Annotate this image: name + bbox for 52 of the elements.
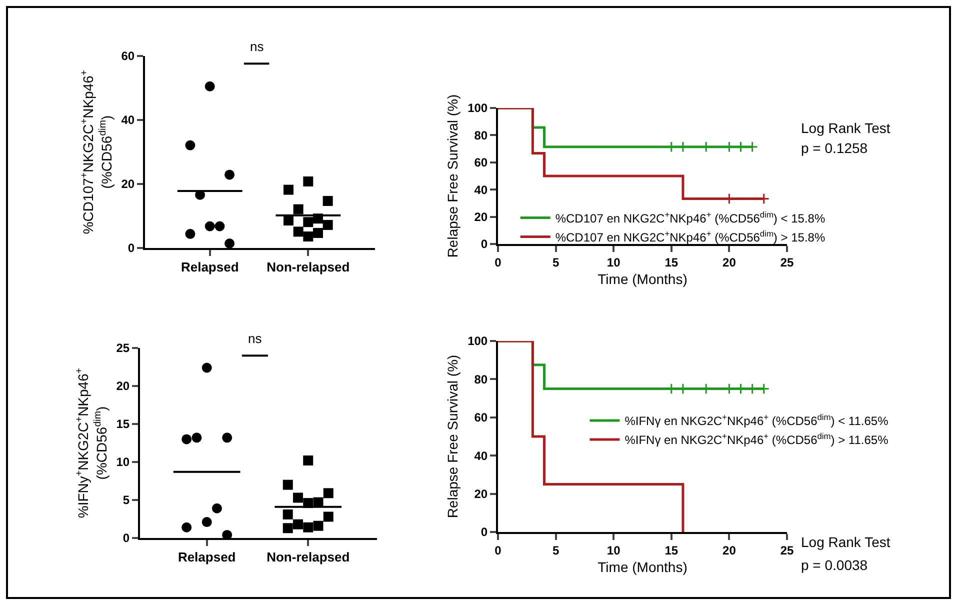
legend-label: %CD107 en NKG2C$^{+}$NKp46$^{+}$ (%CD56$^{dim}$) > 15.8% (555, 228, 826, 244)
y-tick-label: 25 (116, 341, 130, 356)
text: p = 0.1258 (801, 140, 868, 156)
y-tick-label: 10 (116, 455, 130, 470)
y-tick-label: 15 (116, 417, 130, 432)
y-tick-label: 0 (128, 241, 135, 256)
text: p = 0.0038 (801, 557, 868, 573)
legend-label: %IFNγ en NKG2C$^{+}$NKp46$^{+}$ (%CD56$^{dim}$) > 11.65% (624, 431, 889, 448)
x-tick-label: Relapsed (180, 260, 239, 275)
y-tick-label: 0 (480, 525, 488, 540)
y-tick-label: 20 (474, 210, 488, 224)
legend-label: %IFNγ en NKG2C$^{+}$NKp46$^{+}$ (%CD56$^{dim}$) < 11.65% (624, 412, 889, 428)
y-tick-label: 20 (116, 379, 130, 394)
x-axis-title: Time (Months) (598, 559, 688, 576)
y-tick-label: 5 (122, 493, 130, 508)
x-tick-label: 10 (606, 543, 621, 558)
x-tick-label: Non-relapsed (266, 260, 350, 275)
x-tick-label: 5 (552, 543, 560, 558)
y-tick-label: 60 (474, 410, 488, 425)
x-tick-label: Relapsed (178, 550, 236, 565)
y-axis-title: Relapse Free Survival (%) (444, 354, 461, 518)
text: Log Rank Test (801, 120, 890, 136)
text: ns (248, 331, 262, 346)
y-tick-label: 100 (468, 101, 488, 116)
x-tick-label: 0 (494, 255, 502, 270)
y-tick-label: 0 (480, 237, 488, 252)
y-axis-title: Relapse Free Survival (%) (444, 94, 461, 258)
y-tick-label: 40 (474, 182, 488, 197)
y-tick-label: 0 (122, 531, 130, 546)
y-tick-label: 80 (474, 372, 488, 386)
x-axis-title: Time (Months) (598, 271, 688, 288)
x-tick-label: 20 (722, 255, 736, 270)
x-tick-label: 25 (780, 255, 794, 270)
text: ns (250, 39, 264, 54)
text: Log Rank Test (801, 534, 890, 550)
x-tick-label: 0 (494, 543, 502, 558)
legend-label: %CD107 en NKG2C$^{+}$NKp46$^{+}$ (%CD56$^{dim}$) < 15.8% (555, 209, 826, 226)
y-tick-label: 100 (468, 334, 488, 348)
x-tick-label: 5 (552, 255, 560, 270)
x-tick-label: 15 (664, 255, 678, 270)
y-tick-label: 20 (121, 177, 135, 192)
x-tick-label: 15 (664, 543, 678, 558)
y-tick-label: 60 (121, 49, 135, 64)
y-tick-label: 80 (474, 128, 488, 142)
x-tick-label: 10 (606, 255, 621, 270)
y-tick-label: 40 (474, 448, 488, 463)
x-tick-label: 25 (780, 543, 794, 558)
y-tick-label: 20 (474, 487, 488, 501)
x-tick-label: Non-relapsed (266, 550, 350, 565)
y-tick-label: 40 (121, 113, 135, 128)
x-tick-label: 20 (722, 543, 736, 558)
y-tick-label: 60 (474, 156, 488, 170)
